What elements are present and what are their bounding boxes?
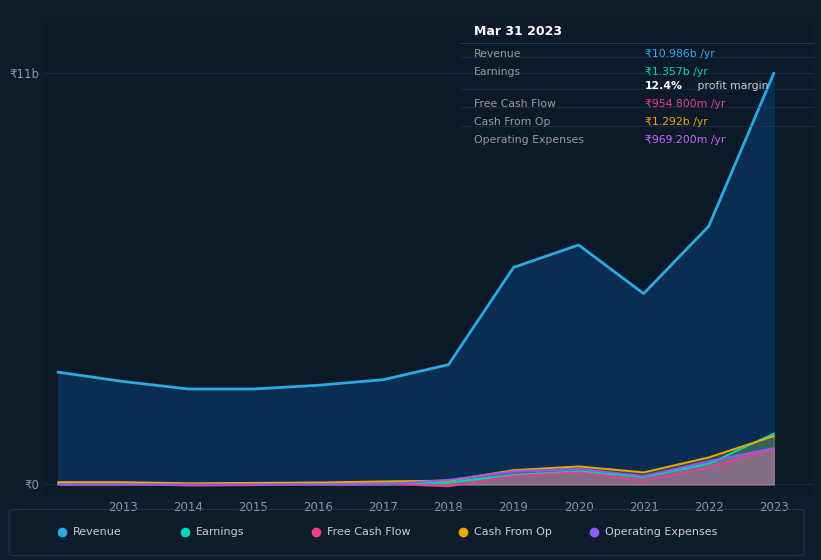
Text: Cash From Op: Cash From Op (474, 527, 552, 537)
Text: Revenue: Revenue (72, 527, 122, 537)
Text: Cash From Op: Cash From Op (475, 117, 551, 127)
Text: ₹969.200m /yr: ₹969.200m /yr (644, 136, 725, 146)
Text: Operating Expenses: Operating Expenses (605, 527, 718, 537)
Text: 12.4%: 12.4% (644, 81, 682, 91)
Text: ₹1.292b /yr: ₹1.292b /yr (644, 117, 708, 127)
Text: profit margin: profit margin (695, 81, 768, 91)
Text: ₹954.800m /yr: ₹954.800m /yr (644, 99, 725, 109)
Text: Free Cash Flow: Free Cash Flow (475, 99, 556, 109)
Text: Free Cash Flow: Free Cash Flow (327, 527, 410, 537)
Text: Operating Expenses: Operating Expenses (475, 136, 585, 146)
Text: Earnings: Earnings (475, 67, 521, 77)
Text: ₹1.357b /yr: ₹1.357b /yr (644, 67, 708, 77)
Text: Mar 31 2023: Mar 31 2023 (475, 25, 562, 38)
Text: Revenue: Revenue (475, 49, 521, 59)
Text: ₹10.986b /yr: ₹10.986b /yr (644, 49, 714, 59)
Text: Earnings: Earnings (196, 527, 245, 537)
